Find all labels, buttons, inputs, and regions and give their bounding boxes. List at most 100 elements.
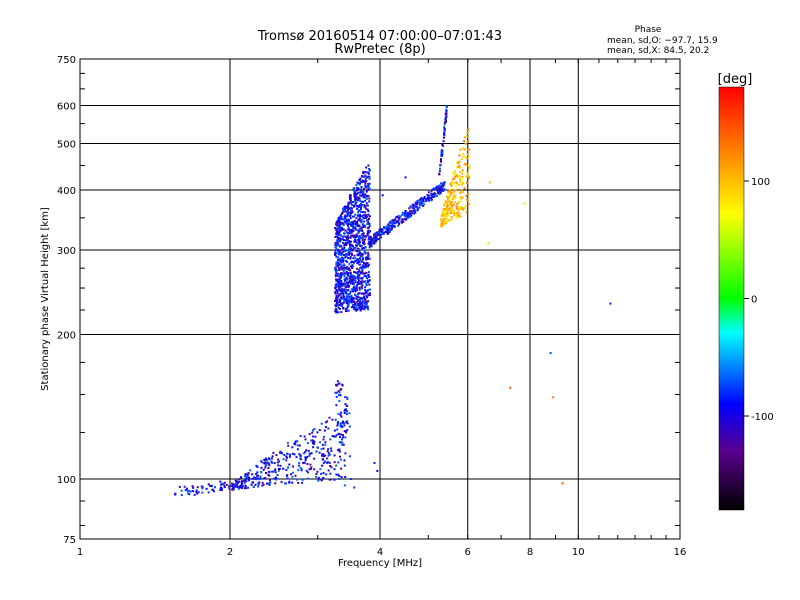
data-point <box>363 272 366 275</box>
data-point <box>282 467 285 470</box>
data-point <box>251 477 254 480</box>
x-tick-label: 4 <box>377 547 383 558</box>
data-point <box>341 238 344 241</box>
data-point <box>342 210 345 213</box>
data-point <box>348 267 350 270</box>
data-point <box>301 478 304 481</box>
data-point <box>342 422 345 425</box>
data-point <box>307 449 310 452</box>
data-point <box>337 449 339 452</box>
data-point <box>255 477 258 480</box>
data-point <box>397 222 400 225</box>
data-point <box>336 272 339 275</box>
data-point <box>358 273 361 276</box>
data-point <box>432 193 435 196</box>
data-point <box>456 216 459 219</box>
data-point <box>364 256 367 259</box>
data-point <box>349 275 352 278</box>
data-point <box>431 193 434 196</box>
data-point <box>349 200 352 202</box>
data-point <box>447 219 450 222</box>
data-point <box>409 210 411 213</box>
data-point <box>465 211 468 214</box>
data-point <box>347 274 350 277</box>
data-point <box>338 450 341 453</box>
data-point <box>350 248 352 251</box>
data-point <box>329 472 332 475</box>
data-point <box>275 478 277 481</box>
data-point <box>337 284 340 287</box>
data-point <box>247 477 250 479</box>
data-point <box>174 493 177 496</box>
data-point <box>350 275 353 278</box>
data-point <box>364 199 367 202</box>
data-point <box>240 476 243 479</box>
data-point <box>445 105 448 108</box>
data-point <box>256 471 259 474</box>
data-point <box>346 235 349 238</box>
data-point <box>266 482 268 485</box>
data-point <box>360 228 363 231</box>
data-point <box>457 214 460 217</box>
data-point <box>449 193 452 196</box>
data-point <box>360 188 363 191</box>
data-point <box>236 485 238 488</box>
data-point <box>192 490 195 493</box>
data-point <box>436 188 439 191</box>
data-point <box>322 472 325 475</box>
data-point <box>368 200 371 203</box>
data-point <box>330 450 333 452</box>
data-point <box>359 253 361 256</box>
data-point <box>364 179 367 182</box>
data-point <box>394 222 397 225</box>
data-point <box>326 450 329 453</box>
data-point <box>360 181 363 184</box>
data-point <box>350 478 353 480</box>
data-point <box>342 296 345 299</box>
data-point <box>343 299 346 302</box>
data-point <box>333 454 336 457</box>
data-point <box>334 435 337 438</box>
data-point <box>364 291 367 294</box>
data-point <box>367 265 369 267</box>
data-point <box>338 288 341 291</box>
data-point <box>439 164 442 166</box>
data-point <box>354 271 357 274</box>
data-point <box>455 188 458 191</box>
data-point <box>365 282 368 285</box>
data-point <box>234 483 237 486</box>
data-point <box>357 275 360 278</box>
data-point <box>362 232 365 235</box>
data-point <box>335 255 338 258</box>
data-point <box>336 227 339 230</box>
y-axis-label: Stationary phase Virtual Height [km] <box>40 207 51 391</box>
data-point <box>358 286 361 289</box>
data-point <box>458 164 461 167</box>
data-point <box>191 485 194 488</box>
data-point <box>455 215 458 218</box>
data-point <box>445 112 448 115</box>
data-point <box>366 279 369 282</box>
data-point <box>337 261 340 264</box>
data-point <box>361 247 364 250</box>
data-point <box>435 195 438 198</box>
data-point <box>462 182 465 185</box>
data-point <box>459 179 461 182</box>
data-point <box>335 395 338 398</box>
data-point <box>345 285 348 288</box>
data-point <box>362 264 364 267</box>
data-point <box>410 212 413 215</box>
y-tick-label: 750 <box>57 55 76 66</box>
data-point <box>260 467 263 470</box>
data-point <box>398 217 401 220</box>
colorbar-label: [deg] <box>718 72 753 87</box>
data-point <box>184 489 187 491</box>
data-point <box>378 232 381 235</box>
data-point <box>187 489 190 492</box>
data-point <box>180 489 183 492</box>
data-point <box>336 292 339 295</box>
data-point <box>370 241 373 244</box>
data-point <box>359 199 361 202</box>
data-point <box>298 462 301 464</box>
data-point <box>338 221 341 224</box>
